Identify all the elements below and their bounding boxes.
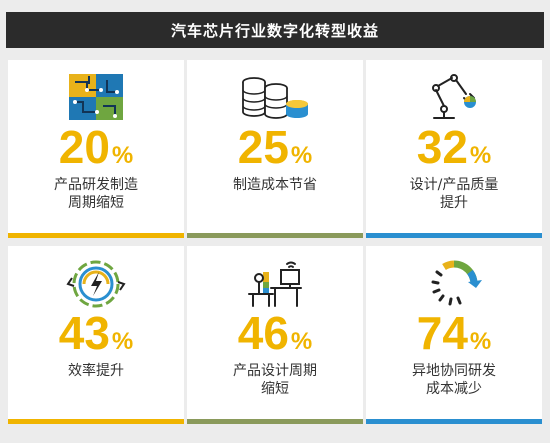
circular-arrow-icon — [366, 258, 542, 310]
robot-arm-icon — [366, 72, 542, 124]
benefit-value: 43% — [58, 307, 134, 359]
accent-bar — [187, 233, 363, 238]
benefit-label: 制造成本节省 — [233, 177, 317, 193]
benefit-label: 产品研发制造 周期缩短 — [54, 177, 138, 211]
benefit-value: 32% — [416, 121, 492, 173]
benefit-card-rd-cycle: 20% 产品研发制造 周期缩短 — [8, 60, 184, 238]
benefit-value: 46% — [237, 307, 313, 359]
benefit-card-efficiency: 43% 效率提升 — [8, 246, 184, 424]
workstation-icon — [187, 258, 363, 310]
benefit-label: 产品设计周期 缩短 — [233, 363, 317, 397]
accent-bar — [187, 419, 363, 424]
gear-lightning-icon — [8, 258, 184, 310]
page-title: 汽车芯片行业数字化转型收益 — [170, 21, 379, 40]
benefit-card-design-cycle: 46% 产品设计周期 缩短 — [187, 246, 363, 424]
benefit-value: 74% — [416, 307, 492, 359]
benefit-label: 设计/产品质量 提升 — [409, 177, 499, 211]
benefit-label: 异地协同研发 成本减少 — [412, 363, 496, 397]
benefit-label: 效率提升 — [68, 363, 124, 379]
benefit-value: 25% — [237, 121, 313, 173]
accent-bar — [8, 233, 184, 238]
coin-stack-icon — [187, 72, 363, 124]
accent-bar — [8, 419, 184, 424]
accent-bar — [366, 419, 542, 424]
accent-bar — [366, 233, 542, 238]
header-banner: 汽车芯片行业数字化转型收益 — [6, 12, 544, 48]
benefit-value: 20% — [58, 121, 134, 173]
benefit-card-manufacturing-cost: 25% 制造成本节省 — [187, 60, 363, 238]
benefit-card-collaboration-cost: 74% 异地协同研发 成本减少 — [366, 246, 542, 424]
benefit-card-quality: 32% 设计/产品质量 提升 — [366, 60, 542, 238]
circuit-board-icon — [8, 72, 184, 124]
